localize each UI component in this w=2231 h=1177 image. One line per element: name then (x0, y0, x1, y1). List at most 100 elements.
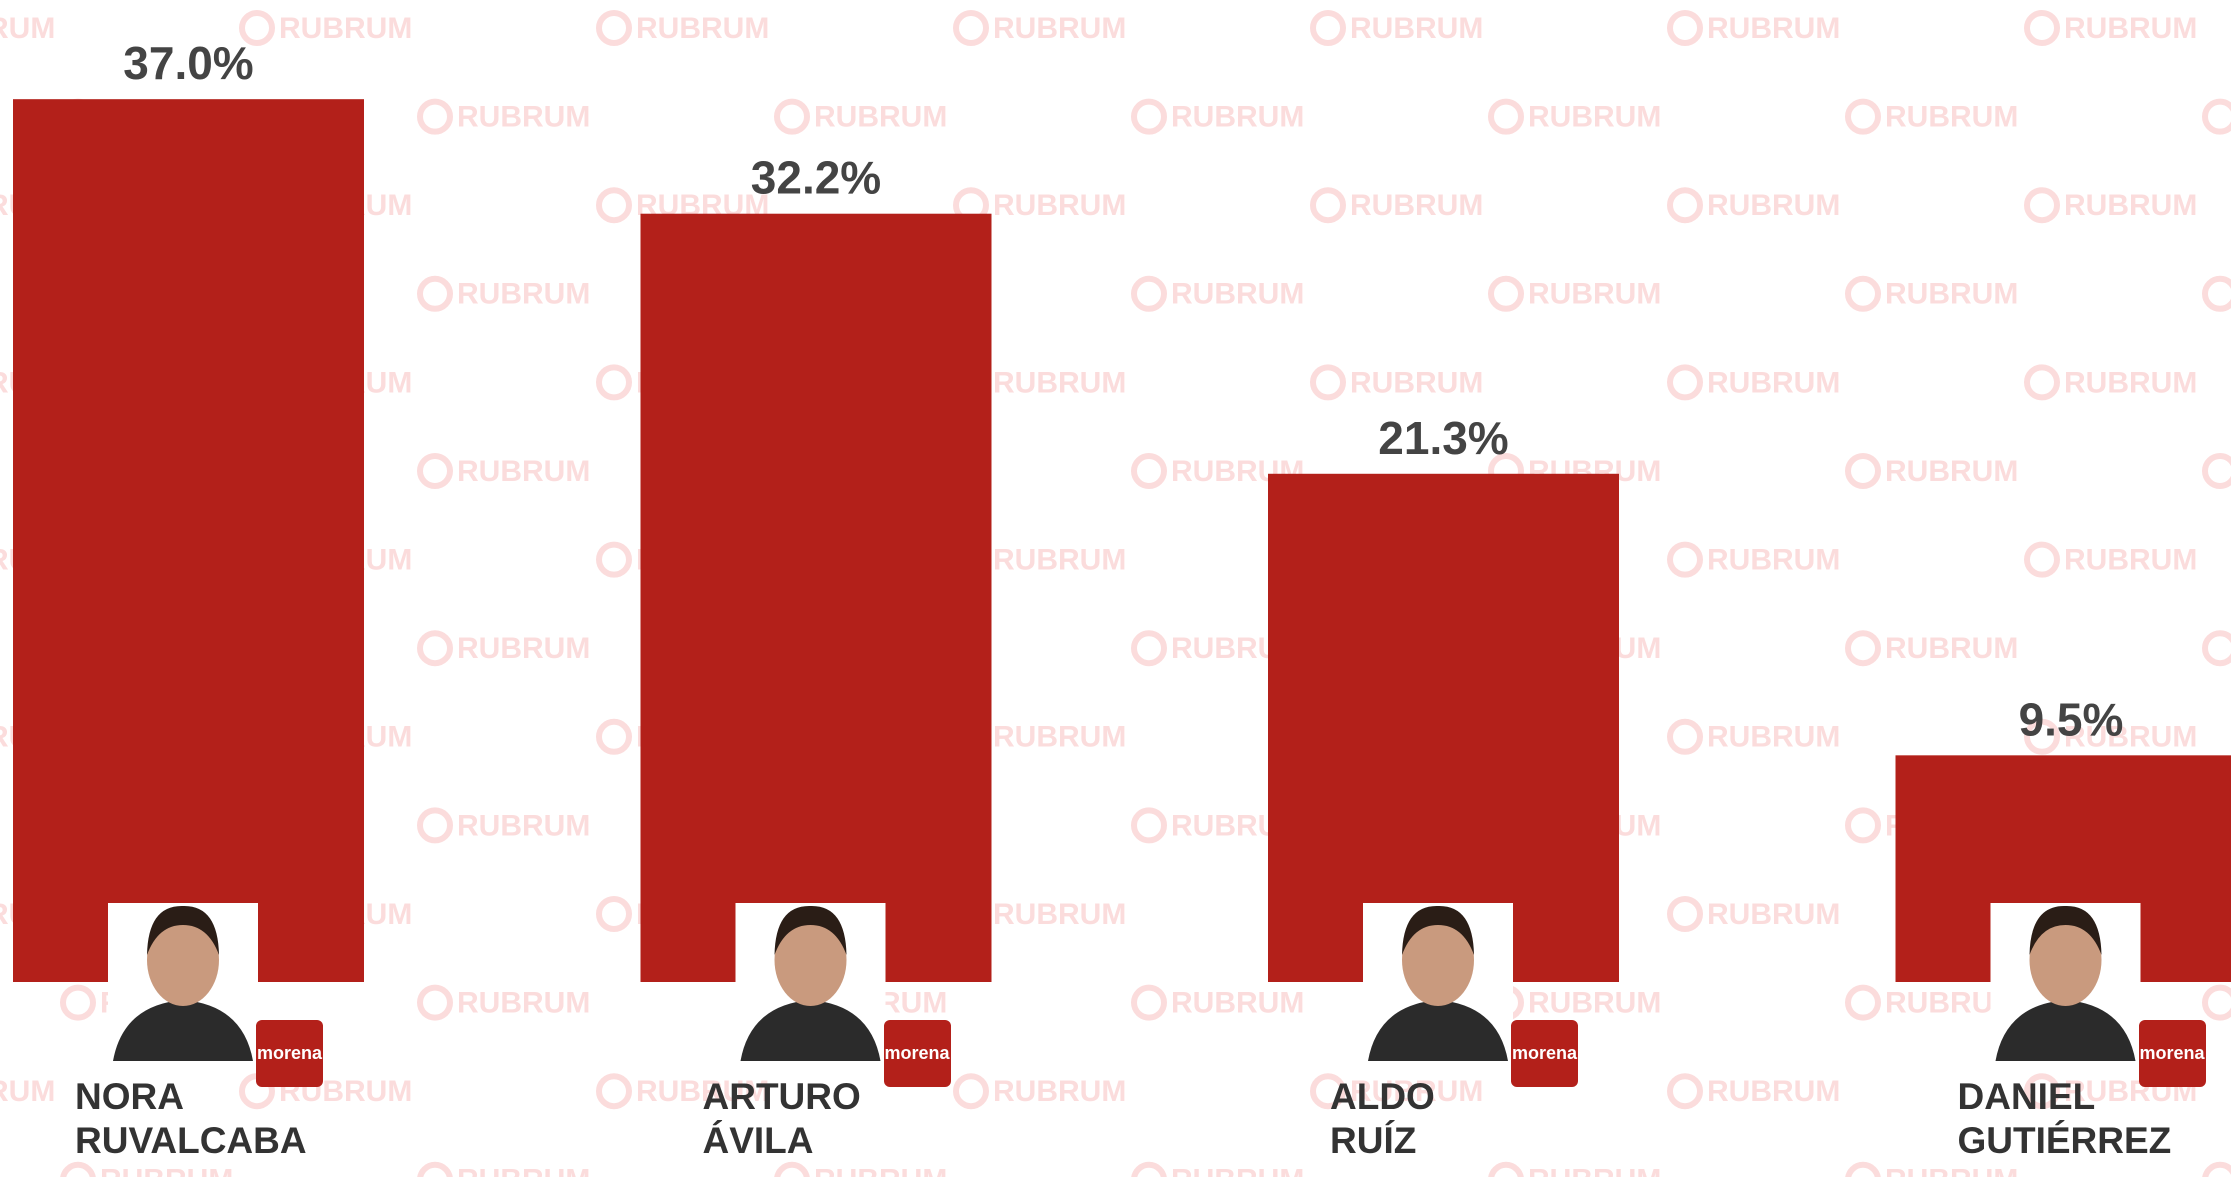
watermark: RUBRUM (0, 1075, 55, 1108)
watermark: RUBRUM (993, 189, 1126, 222)
watermark-icon (2024, 1073, 2060, 1110)
candidate-name: NORA RUVALCABA (75, 1076, 307, 1161)
watermark-icon (1131, 98, 1167, 135)
watermark-icon (1845, 630, 1881, 667)
watermark-icon (596, 718, 632, 755)
watermark: RUBRUM (1350, 1075, 1483, 1108)
watermark: RUBRUM (993, 544, 1126, 577)
candidate-photo (1363, 903, 1513, 1061)
watermark-icon (2202, 453, 2231, 489)
watermark: RUBRUM (1707, 898, 1840, 931)
watermark: RUBRUM (279, 12, 412, 45)
watermark: RUBRUM (457, 455, 590, 488)
watermark: RUBRUM (1885, 101, 2018, 134)
watermark: RUBRUM (1885, 632, 2018, 665)
watermark: RUBRUM (457, 809, 590, 842)
photo-hair (147, 905, 219, 955)
candidate-name: DANIEL GUTIÉRREZ (1957, 1076, 2172, 1161)
watermark-icon (2202, 630, 2231, 667)
bar (1268, 473, 1619, 982)
watermark: RUBRUM (457, 987, 590, 1020)
watermark: RUBRUM (1885, 1164, 2018, 1177)
watermark: RUBRUM (2064, 721, 2197, 754)
watermark-icon (1131, 984, 1167, 1021)
watermark-icon (1488, 275, 1524, 312)
watermark: RUBRUM (1528, 278, 1661, 311)
photo-body (113, 1000, 253, 1061)
photo-hair (1402, 905, 1474, 955)
watermark: RUBRUM (1171, 1164, 1304, 1177)
watermark: RUBRUM (993, 12, 1126, 45)
candidate-photo (735, 903, 886, 1061)
watermark-icon (1845, 275, 1881, 312)
photo-body (740, 1000, 881, 1061)
watermark-icon (1310, 1073, 1346, 1110)
watermark-icon (596, 1073, 632, 1110)
watermark: RUBRUM (993, 898, 1126, 931)
watermark: RUBRUM (1350, 189, 1483, 222)
watermark: RUBRUM (457, 101, 590, 134)
candidate-photo (108, 903, 258, 1061)
watermark: RUBRUM (2064, 12, 2197, 45)
watermark: RUBRUM (1707, 1075, 1840, 1108)
watermark-icon (2024, 364, 2060, 401)
watermark-icon (596, 364, 632, 401)
watermark-icon (2024, 10, 2060, 46)
watermark-icon (1667, 541, 1703, 578)
watermark-icon (1845, 984, 1881, 1021)
photo-head (774, 914, 847, 1006)
watermark-icon (1845, 453, 1881, 489)
watermark: RUBRUM (814, 1164, 947, 1177)
watermark: RUBRUM (1528, 101, 1661, 134)
value-label: 21.3% (1378, 412, 1508, 464)
watermark-icon (1667, 10, 1703, 46)
watermark-icon (1131, 453, 1167, 489)
watermark-icon (1667, 896, 1703, 932)
watermark-icon (417, 275, 453, 312)
value-label: 9.5% (2019, 693, 2124, 745)
watermark: RUBRUM (457, 632, 590, 665)
watermark-icon (417, 984, 453, 1021)
watermark-icon (417, 1161, 453, 1177)
watermark-icon (596, 541, 632, 578)
watermark-icon (953, 1073, 989, 1110)
party-logo: morena (883, 1020, 951, 1087)
watermark-icon (1667, 718, 1703, 755)
watermark: RUBRUM (1885, 455, 2018, 488)
watermark: RUBRUM (1350, 12, 1483, 45)
watermark: RUBRUM (993, 1075, 1126, 1108)
watermark-icon (2024, 541, 2060, 578)
watermark-icon (1131, 630, 1167, 667)
watermark-icon (417, 807, 453, 844)
watermark-icon (1845, 1161, 1881, 1177)
watermark-icon (239, 10, 275, 46)
watermark: RUBRUM (2064, 366, 2197, 399)
watermark: RUBRUM (1707, 189, 1840, 222)
watermark: RUBRUM (457, 278, 590, 311)
watermark: RUBRUM (636, 12, 769, 45)
watermark: RUBRUM (1707, 721, 1840, 754)
watermark-icon (596, 896, 632, 932)
watermark-icon (1845, 98, 1881, 135)
watermark: RUBRUM (457, 1164, 590, 1177)
watermark-icon (1667, 364, 1703, 401)
watermark-icon (2024, 187, 2060, 224)
watermark: RUBRUM (100, 1164, 233, 1177)
value-label: 32.2% (751, 152, 881, 204)
watermark-icon (2202, 984, 2231, 1021)
watermark: RUBRUM (1707, 12, 1840, 45)
photo-body (1995, 1000, 2136, 1061)
bar (640, 213, 992, 982)
watermark-icon (2202, 98, 2231, 135)
watermark: RUBRUM (1707, 544, 1840, 577)
watermark: RUBRUM (993, 366, 1126, 399)
watermark: RUBRUM (0, 12, 55, 45)
watermark: RUBRUM (1171, 278, 1304, 311)
watermark-icon (417, 98, 453, 135)
watermark-icon (417, 630, 453, 667)
value-label: 37.0% (123, 37, 253, 89)
watermark-icon (1488, 98, 1524, 135)
watermark: RUBRUM (2064, 544, 2197, 577)
